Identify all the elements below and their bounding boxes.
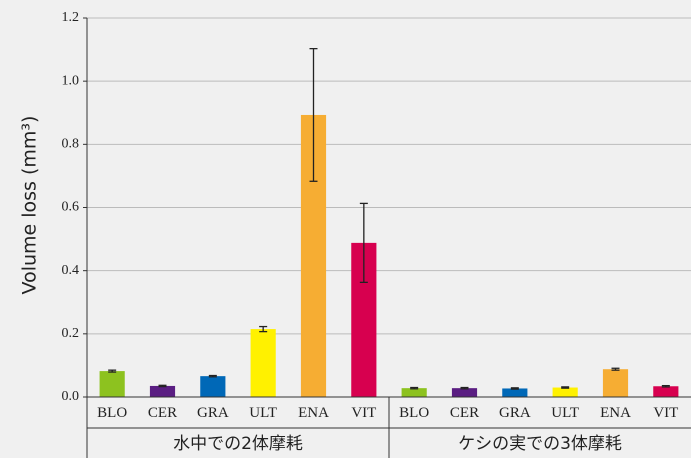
x-tick-label: CER [450, 405, 479, 421]
y-tick-label: 0.2 [62, 326, 80, 341]
x-tick-label: ULT [249, 405, 277, 421]
y-tick-label: 0.8 [62, 137, 80, 152]
group-label: 水中での2体摩耗 [173, 434, 303, 454]
x-tick-label: VIT [653, 405, 678, 421]
x-tick-label: ENA [600, 405, 631, 421]
y-tick-label: 0.4 [62, 263, 80, 278]
bar [99, 371, 125, 397]
bar [552, 387, 578, 397]
group-label: ケシの実での3体摩耗 [458, 434, 622, 454]
x-tick-label: ULT [551, 405, 579, 421]
x-tick-label: BLO [97, 405, 127, 421]
bar [200, 376, 226, 397]
bar [451, 388, 478, 397]
bar [149, 385, 176, 397]
bar [602, 369, 629, 397]
x-tick-label: BLO [399, 405, 429, 421]
bar [401, 388, 427, 397]
x-tick-label: ENA [298, 405, 329, 421]
y-tick-label: 0.6 [62, 200, 80, 215]
x-tick-label: CER [148, 405, 177, 421]
y-tick-label: 0.0 [62, 389, 80, 404]
bar [653, 386, 679, 397]
x-tick-label: GRA [197, 405, 229, 421]
bar [250, 329, 276, 397]
y-tick-label: 1.0 [62, 73, 80, 88]
x-tick-label: VIT [351, 405, 376, 421]
bar [502, 388, 528, 397]
x-tick-label: GRA [499, 405, 531, 421]
y-axis-label: Volume loss (mm³) [19, 116, 41, 295]
y-tick-label: 1.2 [62, 10, 80, 25]
